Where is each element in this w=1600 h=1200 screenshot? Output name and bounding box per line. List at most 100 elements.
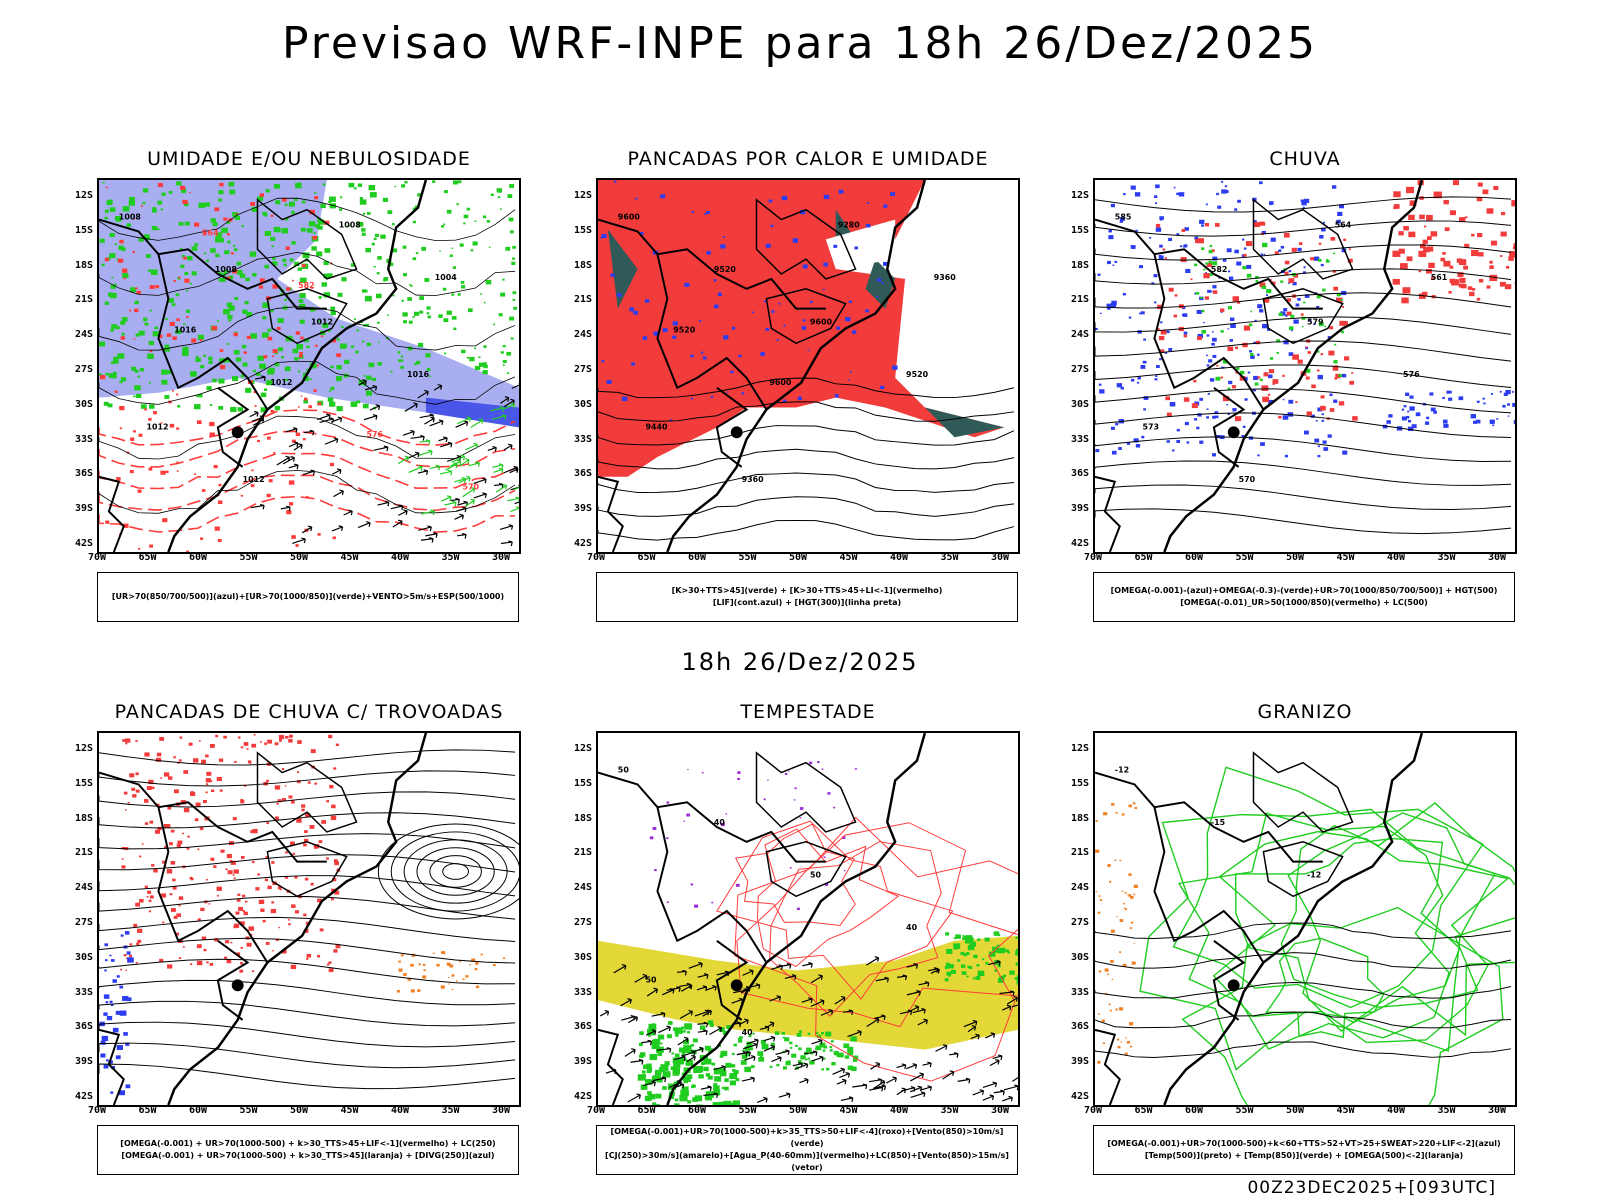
precip-water-contour bbox=[734, 823, 856, 926]
lake-marker bbox=[730, 979, 743, 992]
lon-label: 55W bbox=[738, 1105, 757, 1116]
contour-label: 1008 bbox=[215, 265, 238, 274]
lon-label: 35W bbox=[1437, 552, 1456, 563]
lat-label: 39S bbox=[74, 503, 93, 515]
panel-title-granizo: GRANIZO bbox=[1257, 701, 1353, 723]
lat-label: 18S bbox=[1070, 812, 1089, 824]
state-outline bbox=[256, 198, 358, 280]
lat-label: 15S bbox=[573, 224, 592, 236]
temp850-contour bbox=[1280, 802, 1515, 1008]
lifted-index-blue bbox=[600, 180, 898, 422]
map-canvas-tempestade: 50 40 50 40 50 40 bbox=[598, 733, 1018, 1105]
contour-labels: 585 582 579 576 573 570 564 561 bbox=[1115, 213, 1448, 484]
lon-label: 40W bbox=[889, 1105, 909, 1116]
contour-label: 570 bbox=[463, 483, 480, 492]
legend-line: [OMEGA(-0.01)_UR>50(1000/850)(vermelho) … bbox=[1180, 598, 1428, 607]
lon-label: 45W bbox=[340, 1105, 359, 1116]
lon-label: 45W bbox=[1336, 1105, 1355, 1116]
lat-label: 24S bbox=[74, 882, 93, 894]
state-outline bbox=[1252, 198, 1354, 280]
contour-label: 9600 bbox=[810, 317, 833, 326]
storm-purple-cells bbox=[649, 761, 857, 910]
lat-label: 12S bbox=[573, 743, 592, 754]
lat-label: 36S bbox=[1070, 468, 1089, 480]
map-canvas-umidade: 1008 1008 1012 1016 1012 1012 1008 1004 1016 1012… bbox=[99, 180, 519, 552]
border-uruguay bbox=[216, 939, 250, 1021]
precip-water-contour bbox=[736, 822, 1018, 1028]
lc250-streamlines bbox=[99, 749, 519, 1090]
lat-label: 30S bbox=[1070, 398, 1089, 410]
wind-vectors-green bbox=[398, 402, 519, 516]
wind850-green-mid bbox=[737, 1030, 859, 1073]
contour-label: 9520 bbox=[714, 265, 737, 274]
lake-marker bbox=[1227, 426, 1240, 439]
legend-umidade: [UR>70(850/700/500)](azul)+[UR>70(1000/8… bbox=[97, 572, 519, 622]
pressure-contour bbox=[99, 360, 516, 405]
lon-label: 65W bbox=[138, 1105, 157, 1116]
lon-label: 55W bbox=[1235, 1105, 1254, 1116]
border-uruguay bbox=[216, 386, 250, 468]
lat-label: 33S bbox=[1070, 433, 1089, 445]
lon-label: 70W bbox=[1083, 552, 1103, 563]
coastline bbox=[1163, 180, 1424, 552]
legend-pancadas: [K>30+TTS>45](verde) + [K>30+TTS>45+LI<-… bbox=[596, 572, 1018, 622]
humidity-shade-upper bbox=[99, 180, 519, 428]
contour-label: -12 bbox=[1115, 766, 1129, 775]
thickness-contour bbox=[99, 495, 516, 533]
lon-label: 35W bbox=[1437, 1105, 1456, 1116]
contour-label: 564 bbox=[1335, 220, 1352, 229]
lon-label: 65W bbox=[637, 1105, 656, 1116]
lon-label: 70W bbox=[87, 552, 107, 563]
lat-label: 36S bbox=[1070, 1021, 1089, 1033]
panel-title-tempestade: TEMPESTADE bbox=[740, 701, 876, 723]
border-paraguay bbox=[1153, 253, 1265, 411]
lat-label: 36S bbox=[573, 468, 592, 480]
contour-label: 1008 bbox=[119, 213, 142, 222]
lat-label: 12S bbox=[573, 190, 592, 201]
lon-label: 30W bbox=[1487, 1105, 1507, 1116]
lat-label: 21S bbox=[74, 847, 93, 859]
lat-label: 42S bbox=[1070, 538, 1089, 549]
border-bolivia-brazil bbox=[1095, 771, 1323, 863]
lat-label: 15S bbox=[1070, 224, 1089, 236]
legend-line: [OMEGA(-0.001) + UR>70(1000-500) + k>30_… bbox=[121, 1151, 495, 1160]
lon-label: 65W bbox=[637, 552, 656, 563]
lon-label: 40W bbox=[390, 1105, 410, 1116]
map-canvas-trovoadas bbox=[99, 733, 519, 1105]
contour-label: 576 bbox=[366, 430, 383, 439]
contour-label: 564 bbox=[202, 228, 219, 237]
border-chile-argentina bbox=[1095, 1028, 1121, 1105]
border-paraguay bbox=[656, 806, 768, 964]
lon-label: 40W bbox=[390, 552, 410, 563]
lat-label: 33S bbox=[74, 433, 93, 445]
contour-label: -12 bbox=[1307, 870, 1321, 879]
rain-red-cells bbox=[1155, 221, 1358, 422]
contour-label: 570 bbox=[1239, 475, 1256, 484]
lon-label: 60W bbox=[1184, 552, 1204, 563]
lat-label: 12S bbox=[1070, 190, 1089, 201]
lake-marker bbox=[1227, 979, 1240, 992]
temp850-contour bbox=[1181, 906, 1504, 1105]
contour-label: 40 bbox=[714, 818, 726, 827]
lat-label: 15S bbox=[573, 777, 592, 789]
lon-label: 40W bbox=[1386, 552, 1406, 563]
border-bolivia-brazil bbox=[598, 218, 826, 310]
precip-water-contour bbox=[716, 820, 954, 1000]
lat-label: 21S bbox=[1070, 847, 1089, 859]
lon-label: 65W bbox=[1134, 1105, 1153, 1116]
pressure-contour bbox=[99, 197, 516, 242]
contour-label: 1016 bbox=[174, 325, 197, 334]
contour-label: 1012 bbox=[270, 378, 292, 387]
map-canvas-granizo: -12 -15 -12 bbox=[1095, 733, 1515, 1105]
pressure-contour bbox=[99, 470, 516, 514]
thunderstorm-red-cells bbox=[120, 733, 341, 973]
state-outline-south bbox=[1262, 841, 1344, 898]
lon-label: 70W bbox=[586, 1105, 606, 1116]
lat-label: 33S bbox=[74, 986, 93, 998]
valid-time-title: 18h 26/Dez/2025 bbox=[681, 648, 919, 676]
border-paraguay bbox=[157, 806, 269, 964]
legend-chuva: [OMEGA(-0.001)-(azul)+OMEGA(-0.3)-(verde… bbox=[1093, 572, 1515, 622]
lat-label: 15S bbox=[74, 224, 93, 236]
map-canvas-pancadas: 9600 9520 9600 9520 9440 9360 9280 9360 9520 9600 bbox=[598, 180, 1015, 552]
lon-label: 30W bbox=[1487, 552, 1507, 563]
